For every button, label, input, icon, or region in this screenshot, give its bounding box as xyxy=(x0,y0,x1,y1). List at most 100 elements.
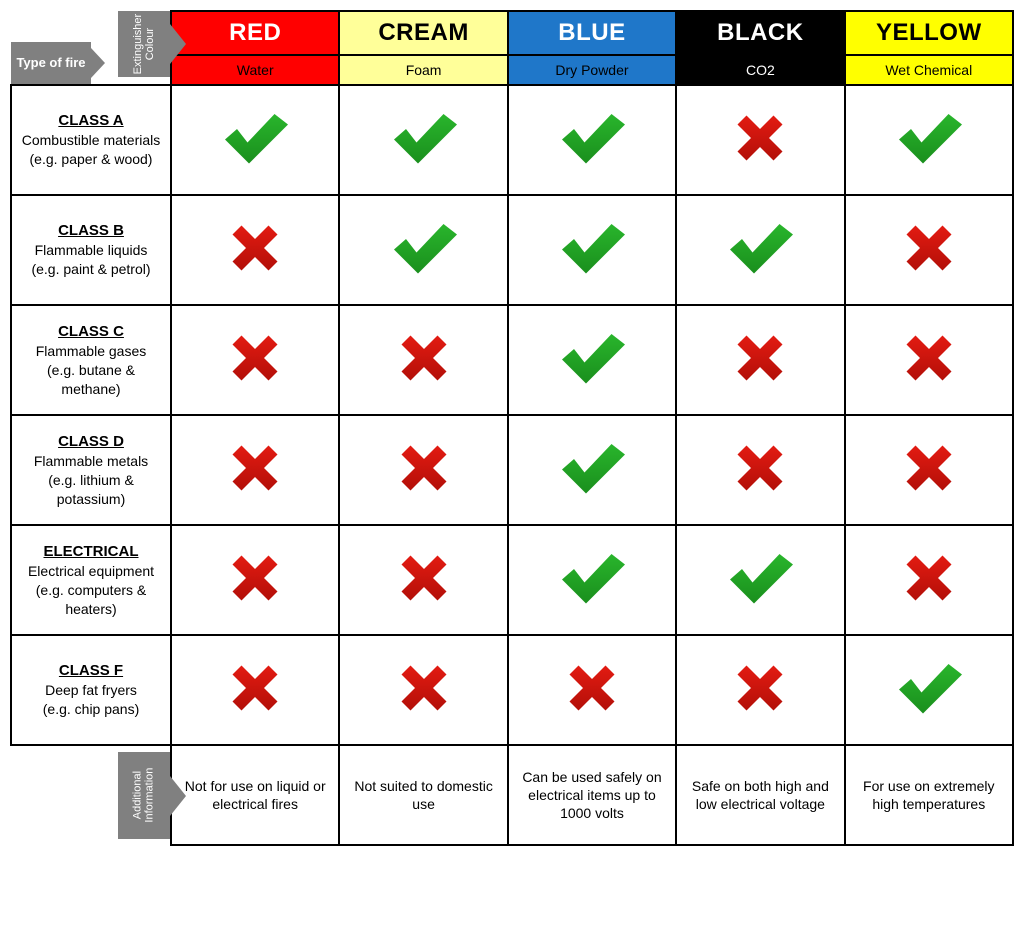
grid-cell xyxy=(171,85,339,195)
extinguisher-colour-label: Extinguisher Colour xyxy=(132,14,156,75)
grid-cell xyxy=(339,305,507,415)
row-head: CLASS FDeep fat fryers(e.g. chip pans) xyxy=(11,635,171,745)
cross-icon xyxy=(894,438,964,498)
col-sub-label: Dry Powder xyxy=(555,62,628,78)
footer-red: Not for use on liquid or electrical fire… xyxy=(171,745,339,845)
footer-text: For use on extremely high temperatures xyxy=(863,778,995,812)
additional-info-tab: Additional Information xyxy=(118,752,170,839)
fire-class-desc: Flammable gases xyxy=(36,343,147,359)
cross-icon xyxy=(389,438,459,498)
col-head-blue: BLUE xyxy=(508,11,676,55)
type-of-fire-label: Type of fire xyxy=(16,56,85,71)
cross-icon xyxy=(894,218,964,278)
check-icon xyxy=(215,108,295,168)
grid-cell xyxy=(339,415,507,525)
fire-class-eg: (e.g. chip pans) xyxy=(43,701,140,717)
col-head-red: RED xyxy=(171,11,339,55)
grid-cell xyxy=(508,525,676,635)
col-sub-co2: CO2 xyxy=(676,55,844,85)
grid-cell xyxy=(508,305,676,415)
fire-class-eg: (e.g. paint & petrol) xyxy=(31,261,150,277)
grid-cell xyxy=(676,525,844,635)
cross-icon xyxy=(389,328,459,388)
grid-cell xyxy=(845,525,1013,635)
grid-cell xyxy=(676,195,844,305)
table-row: CLASS CFlammable gases(e.g. butane & met… xyxy=(11,305,1013,415)
footer-yellow: For use on extremely high temperatures xyxy=(845,745,1013,845)
cross-icon xyxy=(894,548,964,608)
cross-icon xyxy=(557,658,627,718)
col-sub-label: Wet Chemical xyxy=(885,62,972,78)
table-row: ELECTRICAL Electrical equipment (e.g. comp… xyxy=(11,525,1013,635)
fire-class-label: CLASS F xyxy=(59,662,123,679)
grid-cell xyxy=(845,85,1013,195)
check-icon xyxy=(384,108,464,168)
footer-text: Not for use on liquid or electrical fire… xyxy=(185,778,326,812)
corner-cell: Extinguisher Colour Type of fire xyxy=(11,11,171,85)
fire-class-label: CLASS A xyxy=(58,112,123,129)
grid-cell xyxy=(508,195,676,305)
col-sub-foam: Foam xyxy=(339,55,507,85)
fire-class-eg: (e.g. computers & heaters) xyxy=(36,582,147,617)
check-icon xyxy=(552,328,632,388)
fire-class-desc: Electrical equipment xyxy=(28,563,154,579)
grid-cell xyxy=(339,635,507,745)
grid-cell xyxy=(171,415,339,525)
cross-icon xyxy=(389,658,459,718)
fire-extinguisher-table: Extinguisher Colour Type of fire RED CRE… xyxy=(10,10,1014,846)
cross-icon xyxy=(389,548,459,608)
fire-class-desc: Flammable liquids xyxy=(35,242,148,258)
check-icon xyxy=(720,218,800,278)
grid-cell xyxy=(171,195,339,305)
row-head: CLASS DFlammable metals(e.g. lithium & p… xyxy=(11,415,171,525)
footer-text: Not suited to domestic use xyxy=(354,778,493,812)
grid-cell xyxy=(676,635,844,745)
check-icon xyxy=(720,548,800,608)
col-head-black: BLACK xyxy=(676,11,844,55)
col-head-cream: CREAM xyxy=(339,11,507,55)
grid-cell xyxy=(339,85,507,195)
grid-cell xyxy=(676,85,844,195)
table-row: CLASS ACombustible materials(e.g. paper … xyxy=(11,85,1013,195)
col-sub-wetchem: Wet Chemical xyxy=(845,55,1013,85)
cross-icon xyxy=(220,658,290,718)
grid-cell xyxy=(339,525,507,635)
fire-class-label: CLASS B xyxy=(58,222,124,239)
col-name: BLACK xyxy=(717,19,804,46)
cross-icon xyxy=(894,328,964,388)
table-row: CLASS DFlammable metals(e.g. lithium & p… xyxy=(11,415,1013,525)
grid-cell xyxy=(676,305,844,415)
row-head: ELECTRICAL Electrical equipment (e.g. comp… xyxy=(11,525,171,635)
footer-cream: Not suited to domestic use xyxy=(339,745,507,845)
grid-cell xyxy=(845,195,1013,305)
col-sub-label: CO2 xyxy=(746,62,775,78)
grid-cell xyxy=(339,195,507,305)
col-name: CREAM xyxy=(378,19,469,46)
fire-class-label: CLASS C xyxy=(58,323,124,340)
grid-cell xyxy=(171,305,339,415)
check-icon xyxy=(552,438,632,498)
cross-icon xyxy=(725,438,795,498)
extinguisher-colour-tab: Extinguisher Colour xyxy=(118,11,170,77)
col-sub-label: Foam xyxy=(406,62,442,78)
grid-cell xyxy=(676,415,844,525)
footer-text: Safe on both high and low electrical vol… xyxy=(692,778,829,812)
col-sub-water: Water xyxy=(171,55,339,85)
row-head: CLASS CFlammable gases(e.g. butane & met… xyxy=(11,305,171,415)
footer-blue: Can be used safely on electrical items u… xyxy=(508,745,676,845)
grid-cell xyxy=(508,635,676,745)
row-head: CLASS ACombustible materials(e.g. paper … xyxy=(11,85,171,195)
check-icon xyxy=(384,218,464,278)
grid-cell xyxy=(171,635,339,745)
fire-class-label: ELECTRICAL xyxy=(44,543,139,560)
cross-icon xyxy=(220,438,290,498)
fire-class-desc: Flammable metals xyxy=(34,453,148,469)
type-of-fire-tab: Type of fire xyxy=(11,42,91,84)
footer-row: Additional Information Not for use on li… xyxy=(11,745,1013,845)
grid-cell xyxy=(845,305,1013,415)
cross-icon xyxy=(220,328,290,388)
cross-icon xyxy=(725,108,795,168)
fire-class-eg: (e.g. lithium & potassium) xyxy=(48,472,134,507)
col-sub-drypowder: Dry Powder xyxy=(508,55,676,85)
grid-cell xyxy=(845,415,1013,525)
